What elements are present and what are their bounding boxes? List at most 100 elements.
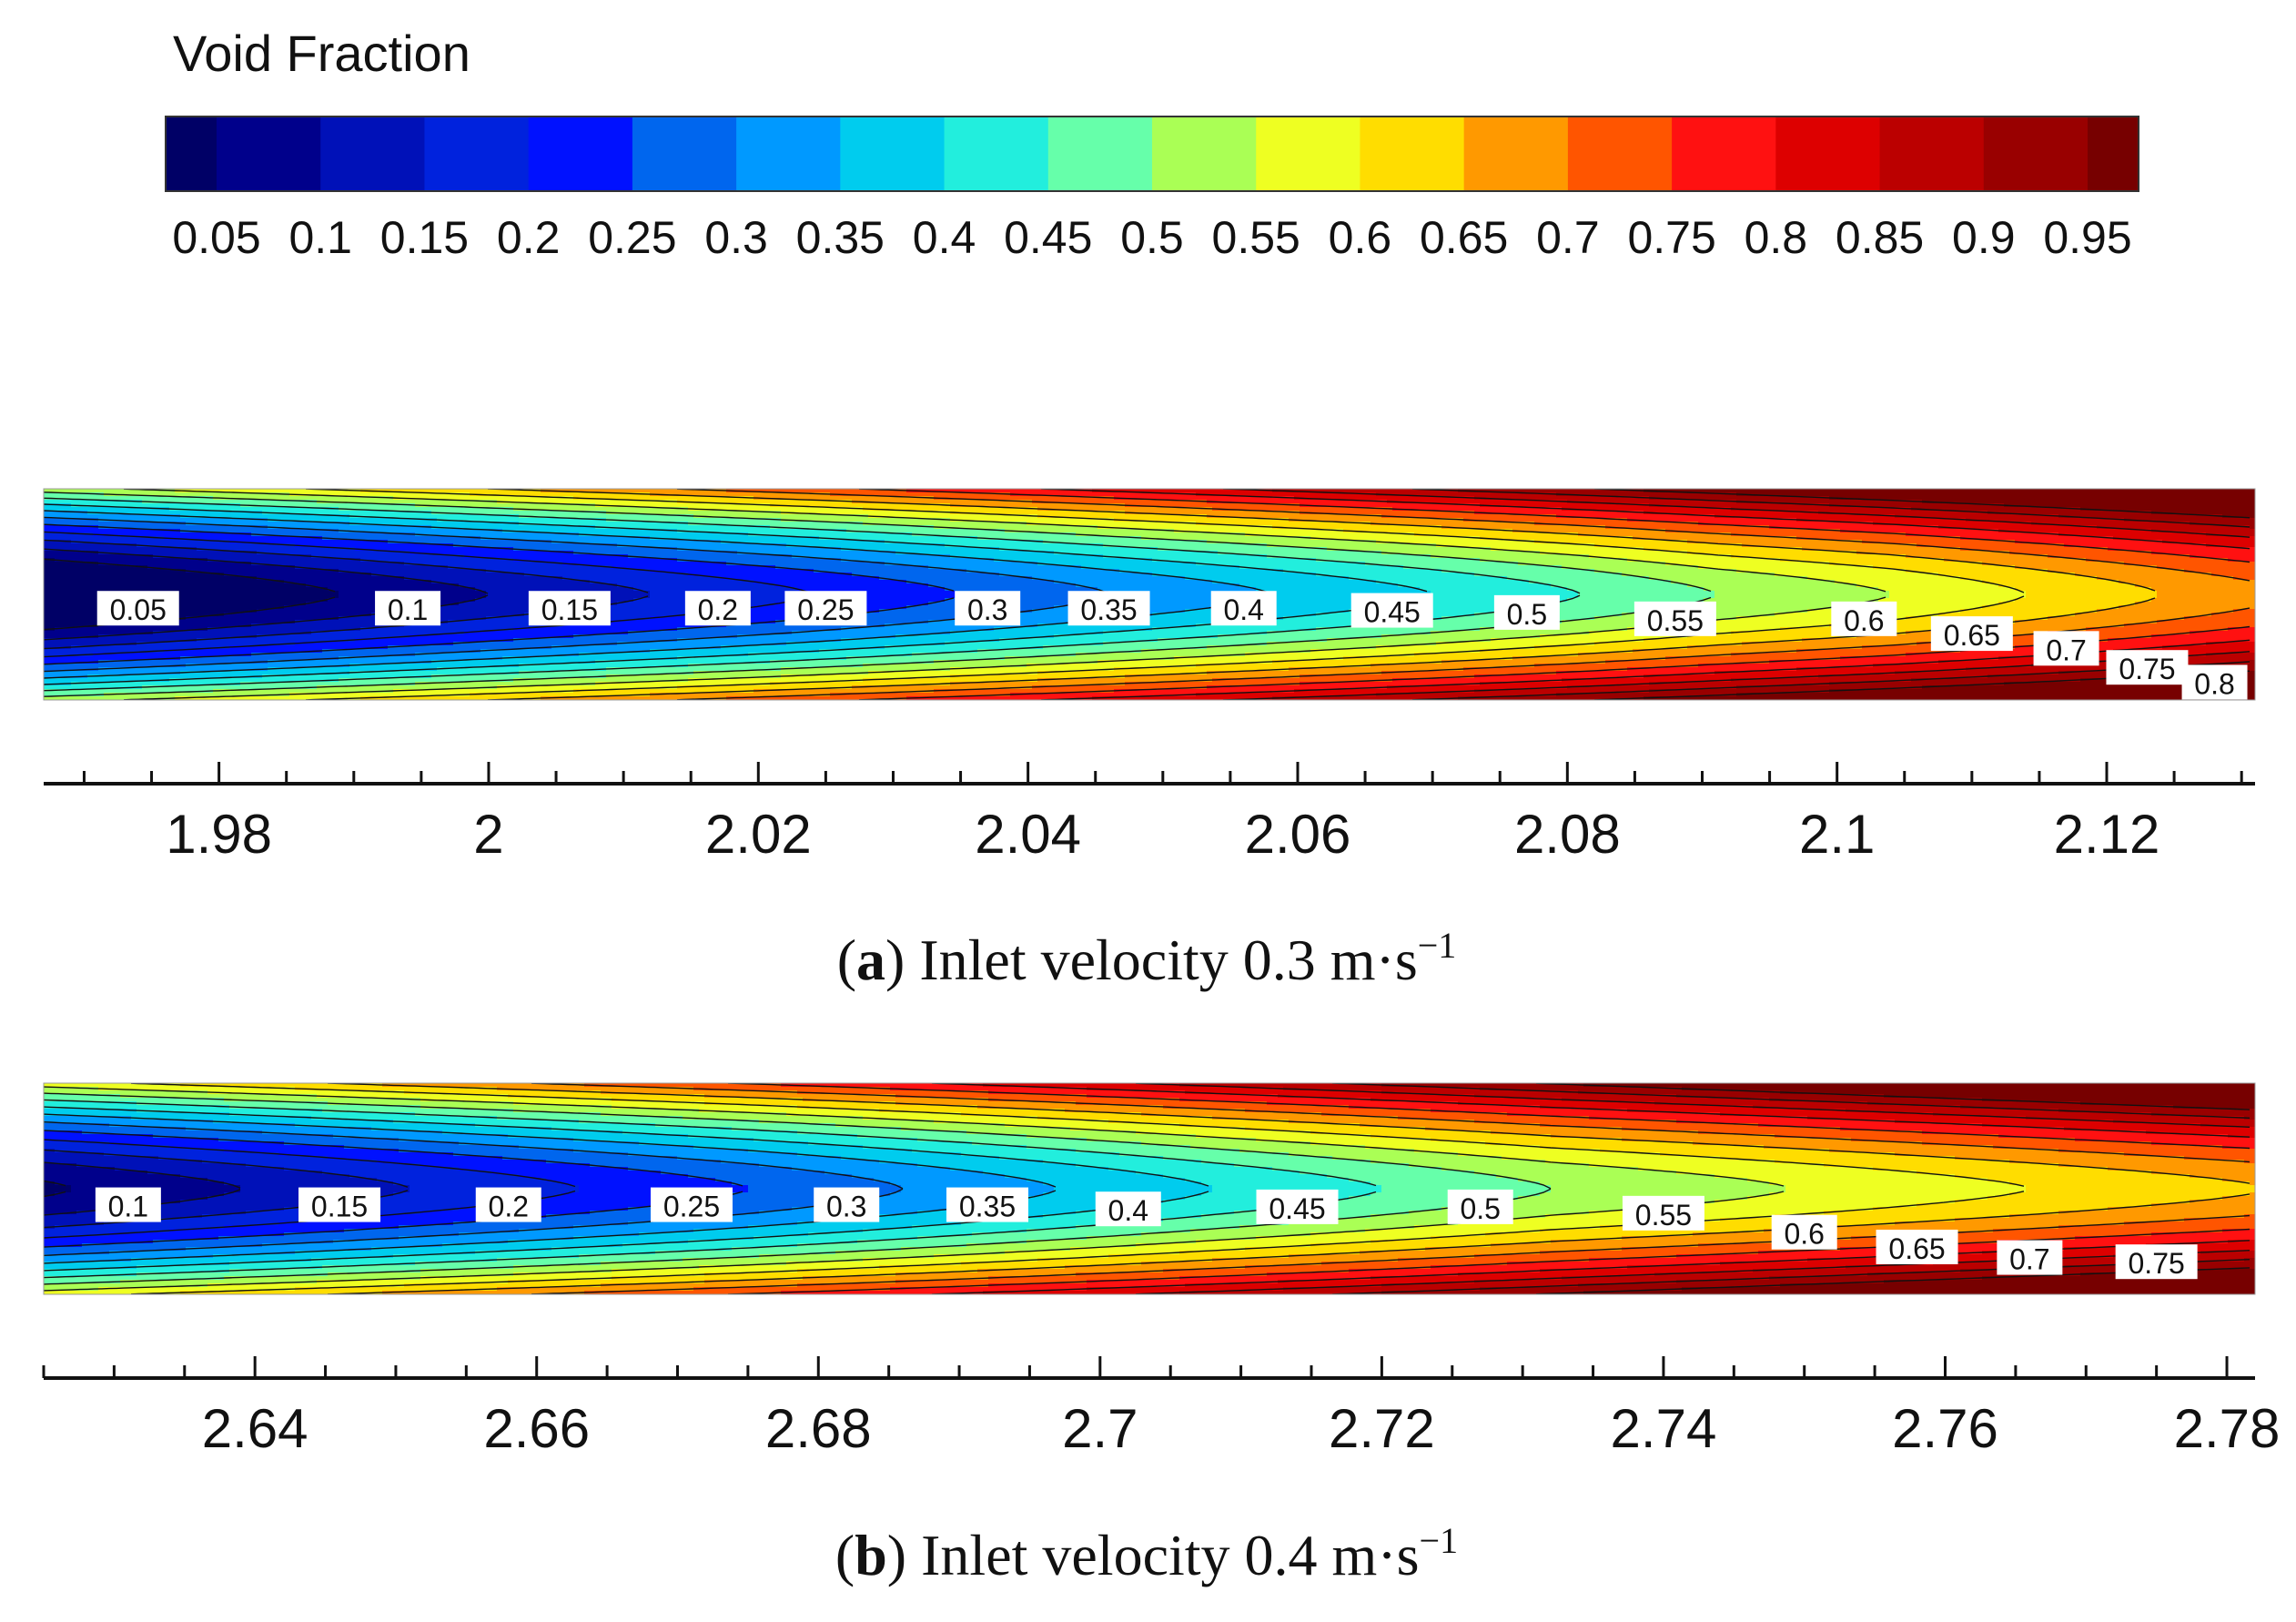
field-cell (44, 594, 50, 599)
field-cell (295, 580, 301, 584)
field-cell (300, 598, 307, 603)
field-cell (437, 678, 443, 683)
field-cell (202, 565, 208, 570)
field-cell (257, 583, 263, 588)
field-cell (66, 653, 72, 657)
field-cell (393, 674, 400, 679)
field-cell (131, 529, 137, 533)
field-cell (207, 594, 214, 599)
field-cell (393, 664, 400, 668)
field-cell (404, 518, 410, 522)
field-cell (66, 667, 72, 672)
field-cell (158, 645, 165, 650)
field-cell (497, 616, 503, 621)
field-cell (213, 518, 219, 522)
field-cell (44, 514, 50, 519)
field-cell (213, 682, 219, 686)
field-cell (131, 667, 137, 672)
field-cell (257, 522, 263, 526)
field-cell (442, 551, 449, 555)
field-cell (153, 627, 159, 632)
field-cell (470, 503, 476, 508)
field-cell (268, 674, 274, 679)
field-cell (104, 678, 110, 683)
field-cell (393, 573, 400, 577)
field-cell (44, 664, 50, 668)
field-cell (355, 653, 361, 657)
field-cell (317, 656, 323, 661)
field-cell (371, 667, 378, 672)
field-cell (328, 598, 334, 603)
field-cell (137, 678, 143, 683)
field-cell (251, 631, 258, 635)
field-cell (240, 671, 247, 675)
field-cell (126, 554, 132, 559)
field-cell (426, 565, 432, 570)
field-cell (470, 696, 476, 700)
field-cell (164, 492, 170, 497)
field-cell (82, 573, 88, 577)
field-cell (339, 602, 345, 606)
field-cell (311, 503, 318, 508)
field-cell (464, 587, 470, 592)
field-cell (175, 562, 181, 566)
field-cell (131, 649, 137, 654)
field-cell (180, 620, 187, 624)
field-cell (475, 540, 481, 544)
field-cell (251, 682, 258, 686)
field-cell (366, 554, 372, 559)
field-cell (191, 693, 197, 697)
field-cell (229, 609, 236, 613)
field-cell (491, 503, 498, 508)
field-cell (475, 623, 481, 628)
field-cell (158, 573, 165, 577)
field-cell (197, 540, 203, 544)
field-cell (158, 638, 165, 643)
field-cell (180, 573, 187, 577)
field-cell (240, 649, 247, 654)
field-cell (213, 565, 219, 570)
field-cell (415, 627, 421, 632)
field-cell (82, 645, 88, 650)
field-cell (491, 693, 498, 697)
field-cell (502, 685, 509, 690)
field-cell (82, 514, 88, 519)
field-cell (115, 565, 121, 570)
field-cell (49, 649, 56, 654)
field-cell (502, 689, 509, 694)
field-cell (93, 649, 99, 654)
field-cell (240, 554, 247, 559)
field-cell (497, 558, 503, 563)
field-cell (49, 631, 56, 635)
field-cell (420, 653, 427, 657)
field-cell (71, 565, 77, 570)
field-cell (142, 511, 148, 515)
field-cell (371, 522, 378, 526)
field-cell (442, 529, 449, 533)
field-cell (257, 514, 263, 519)
field-cell (333, 565, 339, 570)
field-cell (82, 507, 88, 512)
field-cell (273, 591, 279, 595)
field-cell (273, 685, 279, 690)
field-cell (300, 638, 307, 643)
field-cell (328, 503, 334, 508)
field-cell (71, 602, 77, 606)
field-cell (388, 522, 394, 526)
field-cell (317, 576, 323, 581)
field-cell (502, 580, 509, 584)
field-cell (137, 674, 143, 679)
field-cell (491, 627, 498, 632)
field-cell (98, 573, 105, 577)
field-cell (229, 551, 236, 555)
field-cell (142, 492, 148, 497)
field-cell (49, 642, 56, 646)
field-cell (448, 685, 454, 690)
field-cell (486, 613, 492, 617)
field-cell (328, 532, 334, 537)
field-cell (262, 649, 268, 654)
field-cell (104, 627, 110, 632)
field-cell (120, 514, 126, 519)
field-cell (289, 511, 296, 515)
field-cell (115, 576, 121, 581)
